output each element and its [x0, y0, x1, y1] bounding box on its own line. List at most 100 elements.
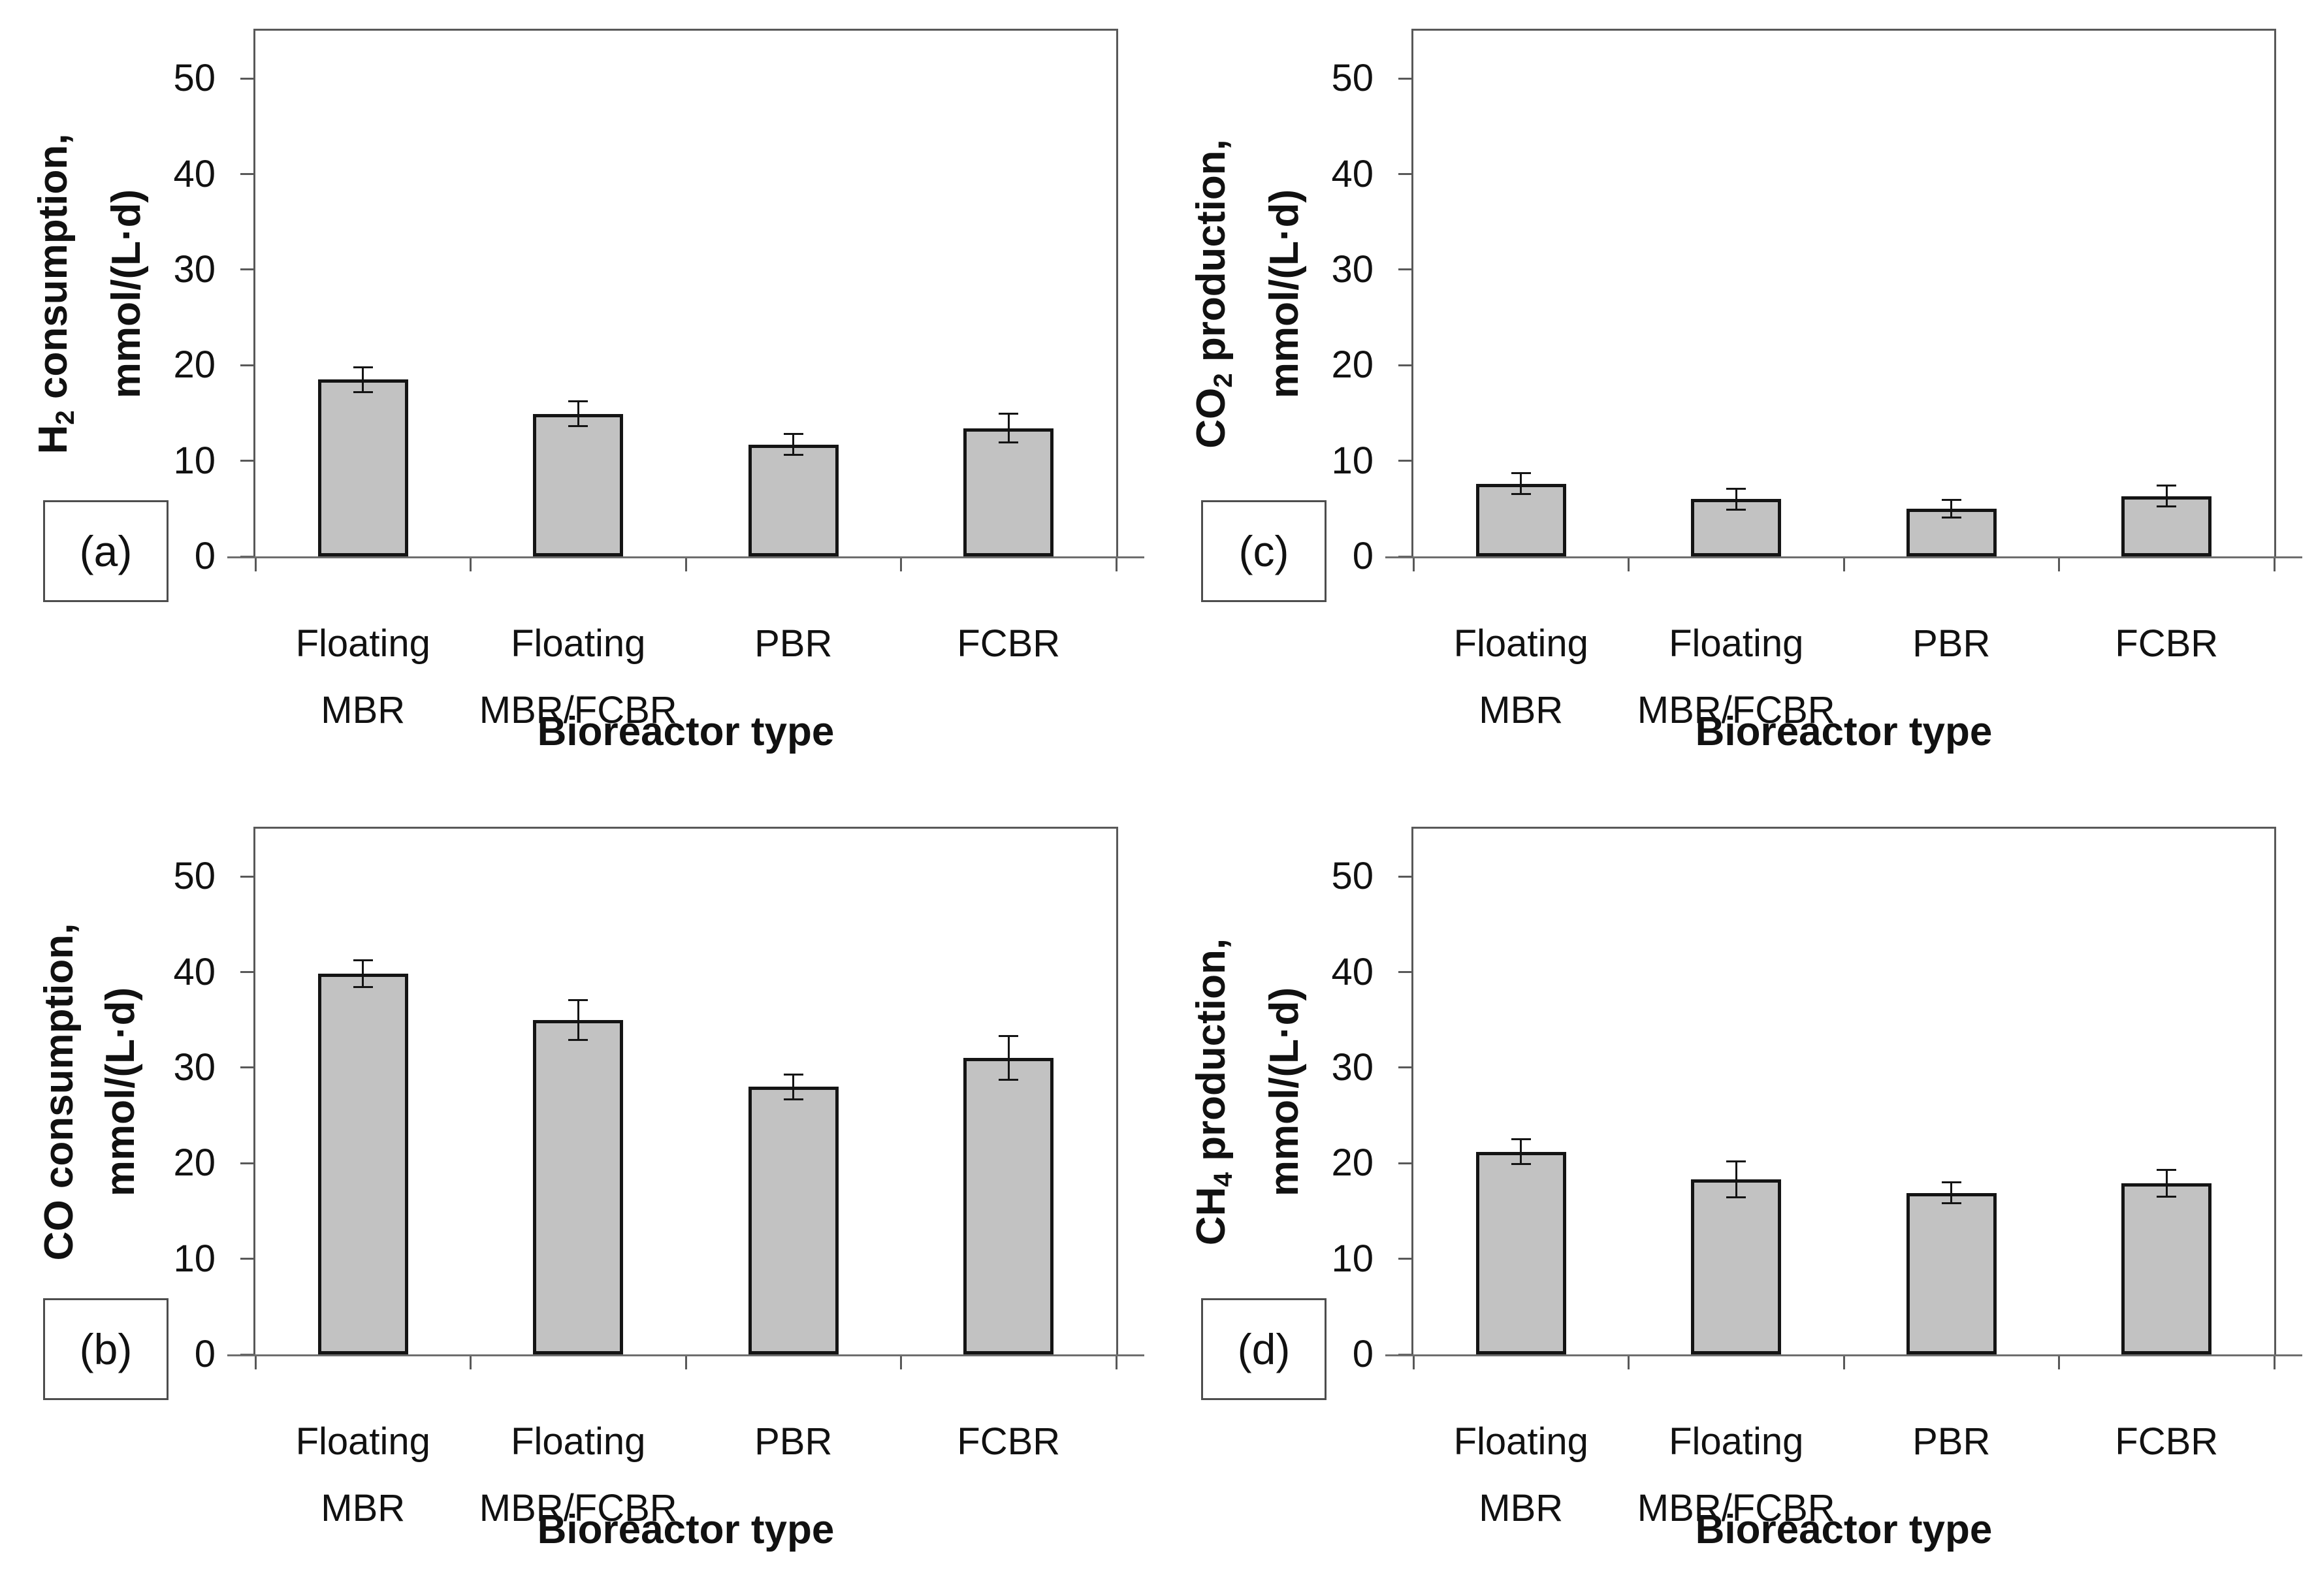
- error-bar-cap-top: [783, 433, 803, 436]
- error-bar-cap-top: [1941, 1181, 1961, 1184]
- category-label-line: MBR/FCBR: [479, 1487, 677, 1529]
- category-label-line: Floating: [1453, 622, 1588, 665]
- error-bar-line: [792, 1074, 795, 1100]
- x-tick-mark: [254, 1356, 257, 1369]
- y-tick-mark: [240, 268, 253, 271]
- bar-pbr: [748, 444, 839, 556]
- error-bar-cap-bottom: [1511, 1163, 1531, 1166]
- error-bar-cap-bottom: [568, 425, 588, 428]
- y-tick-mark: [240, 1066, 253, 1069]
- y-tick-mark: [1398, 364, 1411, 366]
- error-bar-cap-top: [783, 1073, 803, 1076]
- x-tick-mark: [470, 1356, 472, 1369]
- error-bar-line: [1735, 1161, 1737, 1198]
- bar-fcbr: [2121, 1183, 2212, 1354]
- x-axis-title: Bioreactor type: [1695, 709, 1993, 754]
- error-bar-cap-top: [1726, 1160, 1746, 1162]
- panel-letter: (a): [79, 527, 133, 575]
- category-label: PBR: [630, 611, 957, 677]
- category-label: Floating MBR/FCBR: [415, 611, 741, 744]
- category-label-line: FCBR: [2115, 1420, 2219, 1463]
- y-tick-label: 10: [173, 439, 216, 482]
- panel-letter: (d): [1237, 1325, 1291, 1373]
- x-tick-mark: [1115, 1356, 1118, 1369]
- y-tick-mark: [240, 1258, 253, 1260]
- category-label-line: Floating: [1669, 622, 1804, 665]
- bar-floating-mbr: [317, 379, 408, 556]
- y-tick-label: 50: [1331, 855, 1374, 898]
- y-tick-label: 30: [173, 1045, 216, 1089]
- category-label: FCBR: [2003, 1409, 2316, 1475]
- category-label-line: MBR: [1479, 689, 1564, 731]
- error-bar-line: [1950, 500, 1953, 517]
- y-tick-mark: [1398, 1066, 1411, 1069]
- category-label-line: PBR: [754, 1420, 833, 1463]
- x-tick-mark: [1628, 1356, 1630, 1369]
- category-label-line: MBR: [1479, 1487, 1564, 1529]
- x-tick-mark: [1842, 558, 1845, 571]
- category-label: Floating MBR: [200, 1409, 526, 1542]
- error-bar-cap-top: [568, 998, 588, 1001]
- error-bar-cap-top: [1511, 1138, 1531, 1141]
- bar-pbr: [1906, 508, 1997, 556]
- category-label: Floating MBR/FCBR: [1573, 611, 1899, 744]
- y-tick-mark: [1398, 1162, 1411, 1164]
- category-label: PBR: [1788, 611, 2115, 677]
- category-label-line: FCBR: [957, 622, 1061, 665]
- y-tick-label: 10: [1331, 439, 1374, 482]
- y-tick-label: 50: [1331, 57, 1374, 100]
- chart-panel-b: CO consumption, mmol/(L·d) 0 10 20 30 40 50 Floa…: [0, 798, 1158, 1596]
- category-label-line: MBR: [321, 689, 406, 731]
- category-label-line: MBR/FCBR: [1637, 689, 1835, 731]
- bar-fcbr: [963, 1058, 1054, 1354]
- chart-panel-c: CO2 production, mmol/(L·d) 0 10 20 30 40 50 Floa…: [1158, 0, 2316, 798]
- y-tick-label: 20: [1331, 343, 1374, 387]
- plot-area: [1411, 29, 2276, 558]
- bar-fcbr: [963, 428, 1054, 556]
- error-bar-cap-bottom: [2157, 505, 2177, 508]
- error-bar-cap-top: [353, 366, 373, 368]
- y-tick-mark: [240, 460, 253, 462]
- x-tick-mark: [900, 558, 902, 571]
- category-label-line: Floating: [1669, 1420, 1804, 1463]
- y-tick-mark: [1398, 1258, 1411, 1260]
- error-bar-cap-top: [1726, 487, 1746, 490]
- bar-floating-mbr-fcbr: [1691, 1179, 1782, 1354]
- y-tick-label: 0: [1352, 535, 1374, 577]
- chart-panel-d: CH4 production, mmol/(L·d) 0 10 20 30 40 50 Floa…: [1158, 798, 2316, 1596]
- category-label-line: Floating: [511, 622, 646, 665]
- x-axis-title: Bioreactor type: [537, 709, 835, 754]
- bar-pbr: [748, 1087, 839, 1354]
- y-tick-label: 50: [173, 855, 216, 898]
- panel-letter-box: (a): [43, 500, 169, 602]
- error-bar-line: [2165, 1170, 2168, 1197]
- x-tick-mark: [2058, 558, 2060, 571]
- y-tick-label: 30: [1331, 1045, 1374, 1089]
- chart-panel-a: H2 consumption, mmol/(L·d) 0 10 20 30 40 50 Floa…: [0, 0, 1158, 798]
- x-tick-mark: [2273, 1356, 2276, 1369]
- category-label: FCBR: [845, 1409, 1172, 1475]
- category-label-line: Floating: [295, 622, 430, 665]
- category-label-line: FCBR: [2115, 622, 2219, 665]
- y-tick-label: 10: [1331, 1237, 1374, 1280]
- panel-letter-box: (c): [1201, 500, 1327, 602]
- bar-floating-mbr: [1475, 1151, 1566, 1354]
- x-tick-mark: [1412, 1356, 1415, 1369]
- category-label-line: MBR/FCBR: [479, 689, 677, 731]
- error-bar-line: [362, 961, 364, 987]
- x-axis-title: Bioreactor type: [537, 1507, 835, 1552]
- plot-area: [1411, 827, 2276, 1356]
- y-tick-label: 50: [173, 57, 216, 100]
- x-axis-line: [1385, 556, 2302, 558]
- error-bar-cap-top: [999, 1035, 1019, 1038]
- error-bar-cap-top: [568, 400, 588, 403]
- y-tick-mark: [240, 875, 253, 878]
- x-tick-mark: [684, 558, 687, 571]
- error-bar-cap-bottom: [1941, 516, 1961, 519]
- y-tick-mark: [240, 1162, 253, 1164]
- panel-letter: (c): [1238, 527, 1289, 575]
- category-label-line: MBR: [321, 1487, 406, 1529]
- error-bar-cap-top: [2157, 485, 2177, 487]
- category-label: Floating MBR/FCBR: [415, 1409, 741, 1542]
- error-bar-cap-bottom: [1726, 508, 1746, 511]
